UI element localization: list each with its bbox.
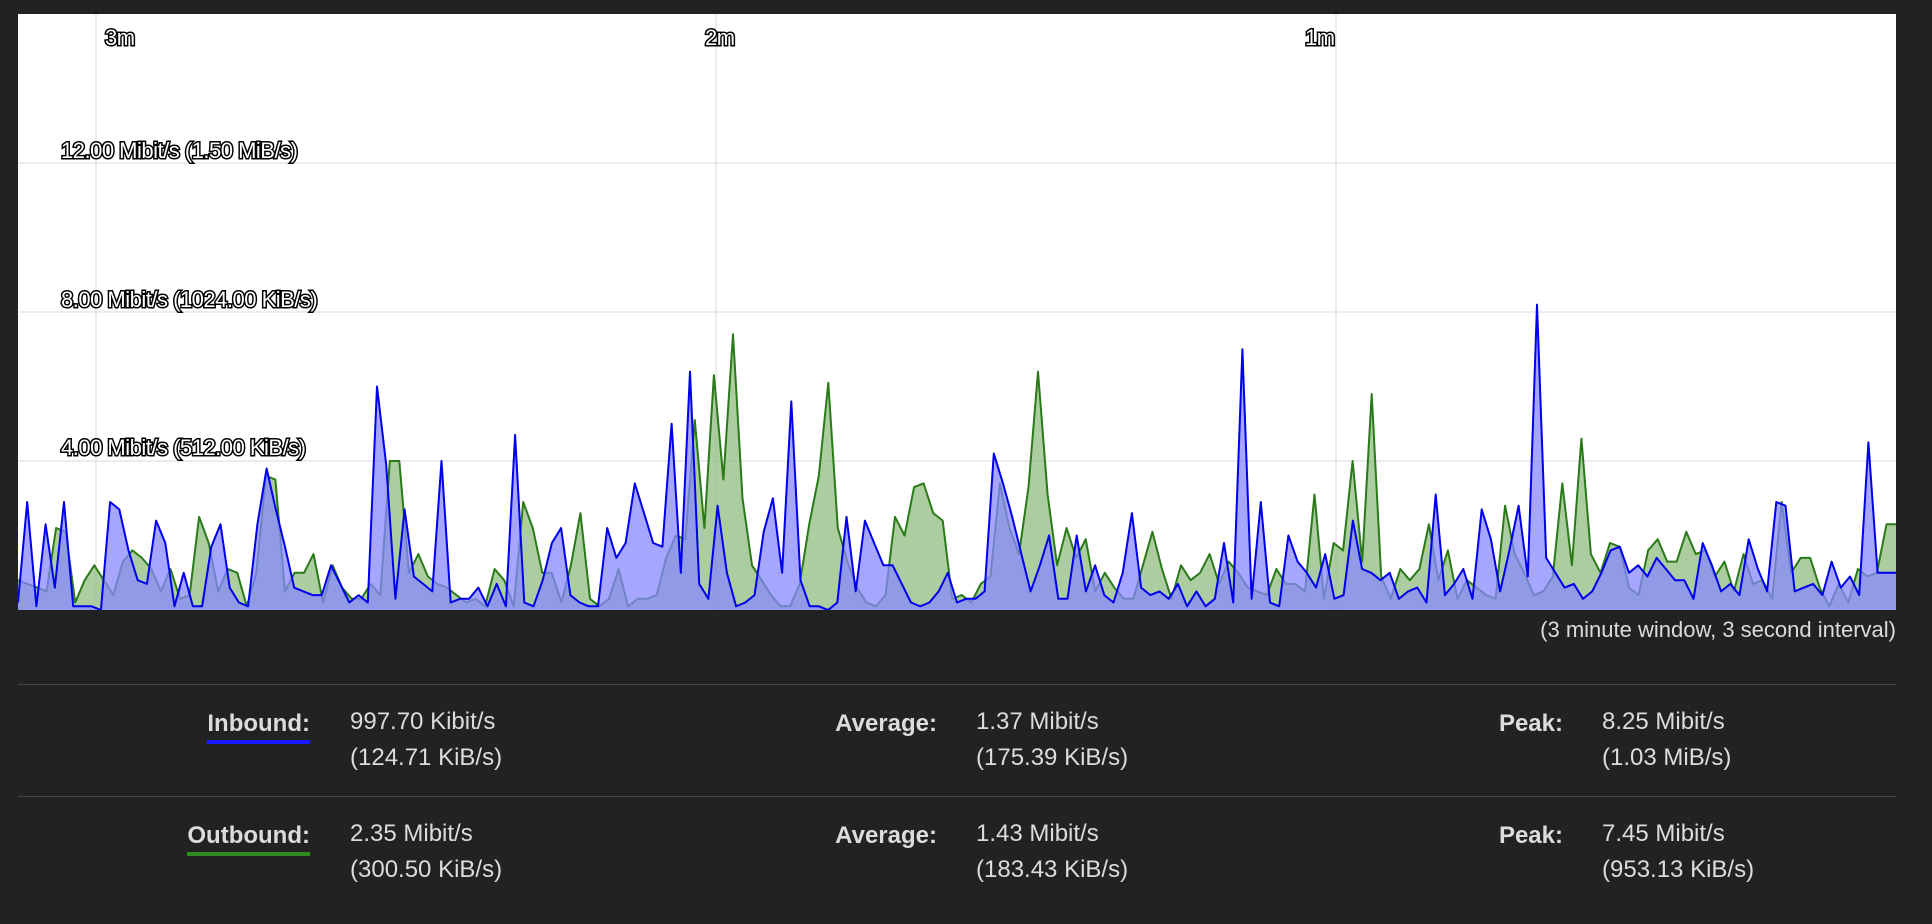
inbound-average-label: Average: xyxy=(835,710,937,737)
series-layer xyxy=(18,303,1896,610)
time-tick-label: 2m xyxy=(705,25,735,50)
outbound-peak-bits: 7.45 Mibit/s xyxy=(1602,820,1725,847)
grid-layer xyxy=(18,14,1896,610)
divider xyxy=(18,796,1896,797)
inbound-average-value: 1.37 Mibit/s (175.39 KiB/s) xyxy=(976,704,1128,776)
time-tick-label: 3m xyxy=(105,25,135,50)
y-tick-label: 4.00 Mibit/s (512.00 KiB/s) xyxy=(61,435,306,460)
bandwidth-graph: 3m 2m 1m 12.00 Mibit/s (1.50 MiB/s) 8.00… xyxy=(18,14,1896,610)
inbound-peak-value: 8.25 Mibit/s (1.03 MiB/s) xyxy=(1602,704,1731,776)
outbound-label: Outbound: xyxy=(187,822,310,856)
bandwidth-graph-svg: 3m 2m 1m 12.00 Mibit/s (1.50 MiB/s) 8.00… xyxy=(18,14,1896,610)
outbound-current-bytes: (300.50 KiB/s) xyxy=(350,856,503,883)
outbound-average-label: Average: xyxy=(835,822,937,849)
inbound-label: Inbound: xyxy=(207,710,310,744)
inbound-current-value: 997.70 Kibit/s (124.71 KiB/s) xyxy=(350,704,502,776)
y-tick-label: 8.00 Mibit/s (1024.00 KiB/s) xyxy=(61,287,317,312)
outbound-peak-value: 7.45 Mibit/s (953.13 KiB/s) xyxy=(1602,816,1754,888)
window-interval-note: (3 minute window, 3 second interval) xyxy=(1540,617,1896,642)
outbound-peak-label: Peak: xyxy=(1498,822,1563,849)
inbound-peak-bits: 8.25 Mibit/s xyxy=(1602,708,1725,735)
inbound-average-bytes: (175.39 KiB/s) xyxy=(976,744,1129,771)
inbound-current-bits: 997.70 Kibit/s xyxy=(350,708,496,735)
outbound-current-value: 2.35 Mibit/s (300.50 KiB/s) xyxy=(350,816,502,888)
label-layer: 3m 2m 1m 12.00 Mibit/s (1.50 MiB/s) 8.00… xyxy=(60,24,1337,462)
outbound-average-value: 1.43 Mibit/s (183.43 KiB/s) xyxy=(976,816,1128,888)
inbound-area xyxy=(18,304,1896,610)
inbound-line xyxy=(18,303,1896,610)
outbound-average-bits: 1.43 Mibit/s xyxy=(976,820,1099,847)
y-tick-label: 12.00 Mibit/s (1.50 MiB/s) xyxy=(61,138,297,163)
inbound-legend-row: Inbound: 997.70 Kibit/s (124.71 KiB/s) A… xyxy=(0,700,1932,790)
inbound-average-bits: 1.37 Mibit/s xyxy=(976,708,1099,735)
outbound-average-bytes: (183.43 KiB/s) xyxy=(976,856,1129,883)
outbound-legend-row: Outbound: 2.35 Mibit/s (300.50 KiB/s) Av… xyxy=(0,812,1932,902)
inbound-peak-label: Peak: xyxy=(1498,710,1563,737)
time-tick-label: 1m xyxy=(1305,25,1335,50)
divider xyxy=(18,684,1896,685)
outbound-current-bits: 2.35 Mibit/s xyxy=(350,820,473,847)
inbound-peak-bytes: (1.03 MiB/s) xyxy=(1602,744,1732,771)
outbound-area xyxy=(18,334,1896,610)
inbound-current-bytes: (124.71 KiB/s) xyxy=(350,744,503,771)
outbound-peak-bytes: (953.13 KiB/s) xyxy=(1602,856,1755,883)
